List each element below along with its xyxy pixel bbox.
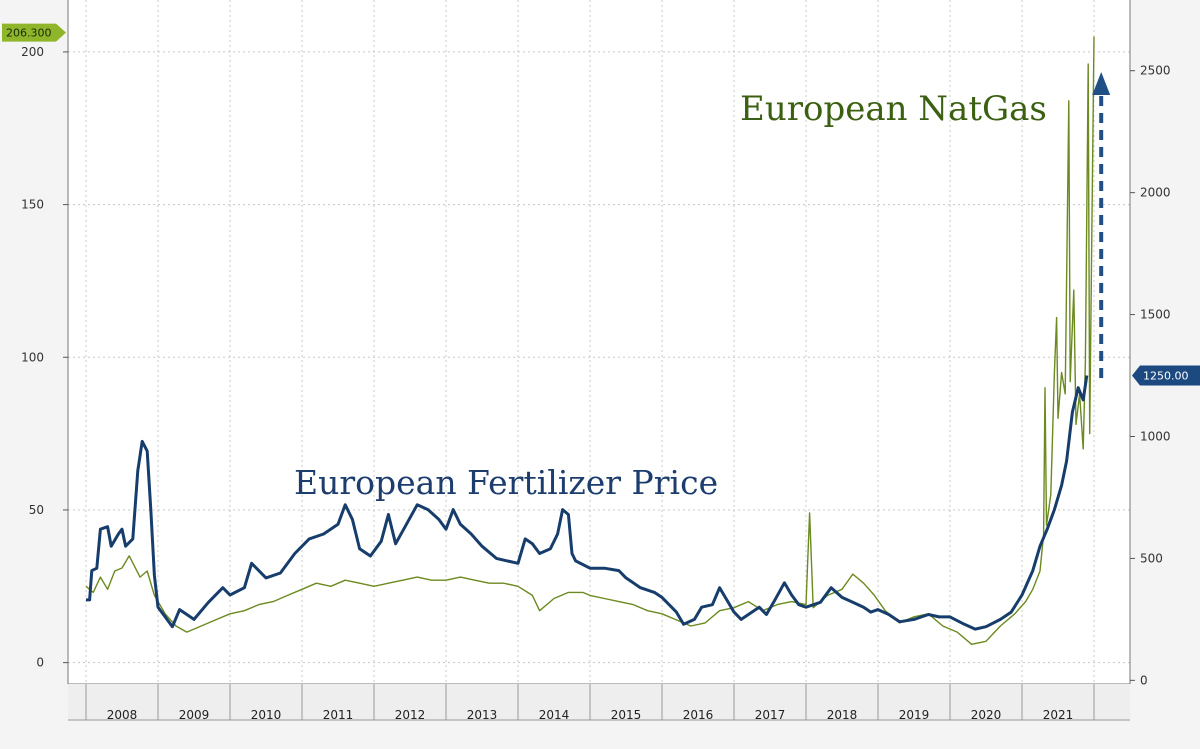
fertilizer-last-value-badge bbox=[1132, 365, 1200, 386]
series bbox=[85, 36, 1095, 645]
year-label: 2017 bbox=[755, 708, 786, 722]
annotation-natgas: European NatGas bbox=[740, 89, 1047, 129]
natgas-last-value: 206.300 bbox=[6, 27, 52, 40]
annotation-fertilizer: European Fertilizer Price bbox=[294, 463, 718, 502]
right-tick-label: 1500 bbox=[1140, 308, 1171, 322]
left-tick-label: 100 bbox=[21, 350, 44, 364]
left-tick-label: 0 bbox=[36, 656, 44, 670]
year-label: 2018 bbox=[827, 708, 858, 722]
left-tick-label: 200 bbox=[21, 45, 44, 59]
year-label: 2014 bbox=[539, 708, 570, 722]
series-line-fertilizer bbox=[86, 375, 1089, 631]
year-label: 2013 bbox=[467, 708, 498, 722]
series-line-natgas bbox=[85, 36, 1095, 645]
right-tick-label: 1000 bbox=[1140, 429, 1171, 443]
fertilizer-last-value: 1250.00 bbox=[1143, 370, 1189, 383]
year-label: 2010 bbox=[251, 708, 282, 722]
year-label: 2011 bbox=[323, 708, 354, 722]
trend-arrow-head bbox=[1092, 72, 1111, 95]
year-label: 2016 bbox=[683, 708, 714, 722]
year-label: 2020 bbox=[971, 708, 1002, 722]
year-label: 2008 bbox=[107, 708, 138, 722]
plot-area bbox=[68, 0, 1130, 684]
year-label: 2015 bbox=[611, 708, 642, 722]
right-tick-label: 2500 bbox=[1140, 64, 1171, 78]
year-label: 2021 bbox=[1043, 708, 1074, 722]
right-tick-label: 0 bbox=[1140, 673, 1148, 687]
right-tick-label: 500 bbox=[1140, 551, 1163, 565]
labels: 206.300 1250.00 bbox=[2, 23, 1200, 386]
right-tick-label: 2000 bbox=[1140, 186, 1171, 200]
year-label: 2019 bbox=[899, 708, 930, 722]
grid bbox=[68, 0, 1130, 684]
year-band bbox=[68, 684, 1130, 720]
year-label: 2009 bbox=[179, 708, 210, 722]
left-tick-label: 50 bbox=[29, 503, 44, 517]
left-tick-label: 150 bbox=[21, 198, 44, 212]
year-label: 2012 bbox=[395, 708, 426, 722]
natgas-last-value-badge bbox=[2, 23, 66, 42]
